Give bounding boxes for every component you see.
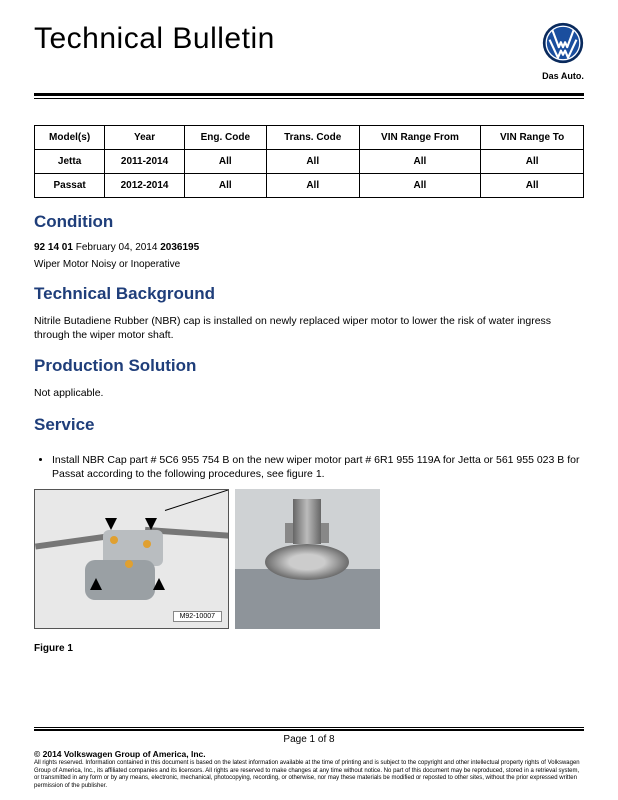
condition-text: Wiper Motor Noisy or Inoperative <box>34 259 584 270</box>
col-year: Year <box>105 126 185 150</box>
document-header: Technical Bulletin Das Auto. <box>34 22 584 81</box>
brand-block: Das Auto. <box>542 22 584 81</box>
cell: All <box>481 150 584 174</box>
technical-background-heading: Technical Background <box>34 284 584 304</box>
table-row: Passat 2012-2014 All All All All <box>35 174 584 198</box>
figure-id-label: M92-10007 <box>173 611 222 622</box>
models-table: Model(s) Year Eng. Code Trans. Code VIN … <box>34 125 584 198</box>
col-eng: Eng. Code <box>184 126 266 150</box>
footer-rule-thin <box>34 727 584 728</box>
figure-row: M92-10007 <box>34 489 584 629</box>
bulletin-code: 92 14 01 <box>34 242 73 253</box>
bulletin-code-line: 92 14 01 February 04, 2014 2036195 <box>34 242 584 253</box>
service-heading: Service <box>34 415 584 435</box>
cell: 2012-2014 <box>105 174 185 198</box>
cell: All <box>266 150 359 174</box>
cell: All <box>266 174 359 198</box>
col-vin-from: VIN Range From <box>359 126 481 150</box>
cell: All <box>481 174 584 198</box>
table-row: Jetta 2011-2014 All All All All <box>35 150 584 174</box>
figure-1-detail <box>235 489 380 629</box>
header-rule-thick <box>34 93 584 96</box>
page-footer: Page 1 of 8 © 2014 Volkswagen Group of A… <box>34 727 584 790</box>
header-rule-thin <box>34 98 584 99</box>
col-trans: Trans. Code <box>266 126 359 150</box>
cell: Passat <box>35 174 105 198</box>
cell: All <box>359 174 481 198</box>
service-step: Install NBR Cap part # 5C6 955 754 B on … <box>52 453 584 481</box>
figure-1-assembly: M92-10007 <box>34 489 229 629</box>
page-title: Technical Bulletin <box>34 22 275 56</box>
condition-heading: Condition <box>34 212 584 232</box>
col-model: Model(s) <box>35 126 105 150</box>
cell: All <box>184 174 266 198</box>
legal-text: All rights reserved. Information contain… <box>34 760 584 790</box>
service-list: Install NBR Cap part # 5C6 955 754 B on … <box>34 453 584 481</box>
cell: 2011-2014 <box>105 150 185 174</box>
footer-rule-thick <box>34 729 584 731</box>
figure-caption: Figure 1 <box>34 643 584 654</box>
page-number: Page 1 of 8 <box>34 734 584 745</box>
table-header-row: Model(s) Year Eng. Code Trans. Code VIN … <box>35 126 584 150</box>
technical-background-text: Nitrile Butadiene Rubber (NBR) cap is in… <box>34 314 584 342</box>
production-solution-text: Not applicable. <box>34 386 584 400</box>
cell: All <box>359 150 481 174</box>
brand-tagline: Das Auto. <box>542 71 584 81</box>
cell: Jetta <box>35 150 105 174</box>
col-vin-to: VIN Range To <box>481 126 584 150</box>
vw-logo-icon <box>542 22 584 64</box>
copyright-line: © 2014 Volkswagen Group of America, Inc. <box>34 749 584 759</box>
bulletin-id: 2036195 <box>160 242 199 253</box>
bulletin-date: February 04, 2014 <box>73 242 160 253</box>
cell: All <box>184 150 266 174</box>
production-solution-heading: Production Solution <box>34 356 584 376</box>
